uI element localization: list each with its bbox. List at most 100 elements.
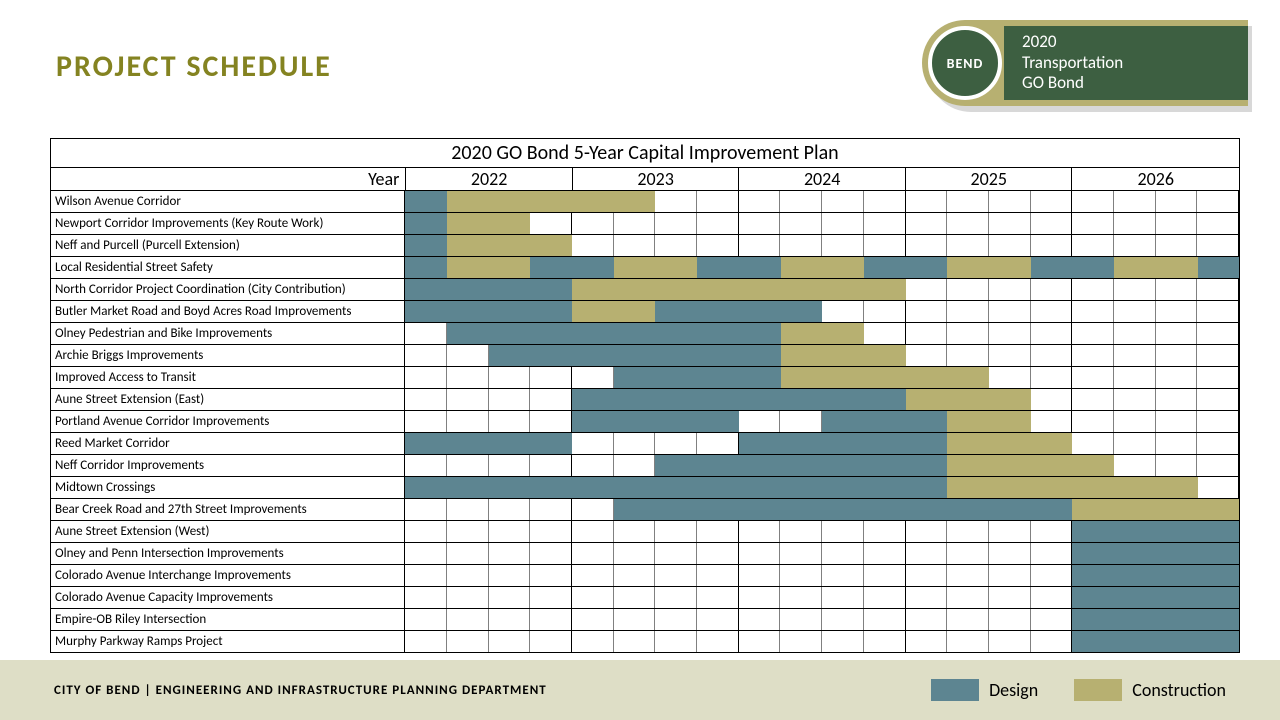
row-timeline	[405, 411, 1239, 432]
design-bar	[697, 257, 739, 278]
design-bar	[655, 301, 822, 322]
legend-swatch-construction	[1074, 679, 1122, 701]
design-bar	[739, 477, 948, 498]
row-label: Neff Corridor Improvements	[51, 455, 405, 476]
design-bar	[1198, 257, 1240, 278]
design-bar	[739, 455, 948, 476]
footer-text: CITY OF BEND | ENGINEERING AND INFRASTRU…	[54, 683, 547, 698]
badge-line2: Transportation	[1022, 53, 1248, 73]
design-bar	[614, 499, 1073, 520]
design-bar	[405, 191, 447, 212]
gantt-row: Portland Avenue Corridor Improvements	[51, 411, 1239, 433]
design-bar	[572, 477, 739, 498]
row-timeline	[405, 191, 1239, 212]
design-bar	[614, 367, 781, 388]
row-timeline	[405, 279, 1239, 300]
gantt-row: Colorado Avenue Capacity Improvements	[51, 587, 1239, 609]
row-label: Archie Briggs Improvements	[51, 345, 405, 366]
construction-bar	[906, 367, 989, 388]
gantt-row: North Corridor Project Coordination (Cit…	[51, 279, 1239, 301]
construction-bar	[1072, 477, 1197, 498]
legend: Design Construction	[931, 679, 1226, 701]
year-col: 2024	[739, 168, 906, 190]
row-timeline	[405, 543, 1239, 564]
construction-bar	[447, 235, 572, 256]
row-label: Olney and Penn Intersection Improvements	[51, 543, 405, 564]
design-bar	[405, 257, 447, 278]
construction-bar	[947, 433, 1072, 454]
design-bar	[572, 257, 614, 278]
gantt-row: Newport Corridor Improvements (Key Route…	[51, 213, 1239, 235]
gantt-row: Local Residential Street Safety	[51, 257, 1239, 279]
design-bar	[906, 257, 948, 278]
gantt-row: Reed Market Corridor	[51, 433, 1239, 455]
construction-bar	[947, 477, 1072, 498]
row-timeline	[405, 565, 1239, 586]
row-label: Aune Street Extension (West)	[51, 521, 405, 542]
footer: CITY OF BEND | ENGINEERING AND INFRASTRU…	[0, 660, 1280, 720]
design-bar	[405, 279, 572, 300]
row-label: Murphy Parkway Ramps Project	[51, 631, 405, 652]
design-bar	[1072, 565, 1239, 586]
design-bar	[655, 455, 738, 476]
row-label: Butler Market Road and Boyd Acres Road I…	[51, 301, 405, 322]
construction-bar	[1114, 257, 1197, 278]
design-bar	[405, 213, 447, 234]
row-label: Local Residential Street Safety	[51, 257, 405, 278]
gantt-row: Midtown Crossings	[51, 477, 1239, 499]
row-label: Reed Market Corridor	[51, 433, 405, 454]
construction-bar	[781, 323, 864, 344]
construction-bar	[572, 279, 739, 300]
year-col: 2026	[1072, 168, 1239, 190]
design-bar	[405, 433, 572, 454]
row-label: Olney Pedestrian and Bike Improvements	[51, 323, 405, 344]
row-label: Aune Street Extension (East)	[51, 389, 405, 410]
design-bar	[739, 433, 948, 454]
design-bar	[405, 235, 447, 256]
design-bar	[447, 323, 781, 344]
construction-bar	[447, 191, 656, 212]
badge-line1: 2020	[1022, 32, 1248, 52]
row-timeline	[405, 499, 1239, 520]
gantt-row: Empire-OB Riley Intersection	[51, 609, 1239, 631]
design-bar	[530, 257, 572, 278]
gantt-row: Olney and Penn Intersection Improvements	[51, 543, 1239, 565]
bend-logo-icon: BEND	[928, 26, 1002, 100]
legend-swatch-design	[931, 679, 979, 701]
logo-badge: 2020 Transportation GO Bond BEND	[922, 20, 1252, 110]
construction-bar	[781, 345, 906, 366]
design-bar	[572, 411, 739, 432]
construction-bar	[572, 301, 655, 322]
gantt-row: Neff Corridor Improvements	[51, 455, 1239, 477]
legend-label: Construction	[1132, 679, 1226, 701]
row-label: Wilson Avenue Corridor	[51, 191, 405, 212]
year-col: 2022	[406, 168, 573, 190]
design-bar	[739, 257, 781, 278]
design-bar	[1072, 609, 1239, 630]
design-bar	[1072, 521, 1239, 542]
row-timeline	[405, 345, 1239, 366]
row-timeline	[405, 587, 1239, 608]
row-timeline	[405, 213, 1239, 234]
legend-item-design: Design	[931, 679, 1038, 701]
construction-bar	[447, 213, 530, 234]
chart-title: 2020 GO Bond 5-Year Capital Improvement …	[50, 138, 1240, 167]
gantt-row: Aune Street Extension (West)	[51, 521, 1239, 543]
row-timeline	[405, 631, 1239, 652]
gantt-row: Butler Market Road and Boyd Acres Road I…	[51, 301, 1239, 323]
design-bar	[1072, 587, 1239, 608]
gantt-row: Archie Briggs Improvements	[51, 345, 1239, 367]
legend-label: Design	[989, 679, 1038, 701]
row-timeline	[405, 477, 1239, 498]
construction-bar	[947, 411, 1030, 432]
gantt-row: Olney Pedestrian and Bike Improvements	[51, 323, 1239, 345]
row-timeline	[405, 257, 1239, 278]
legend-item-construction: Construction	[1074, 679, 1226, 701]
gantt-row: Murphy Parkway Ramps Project	[51, 631, 1239, 653]
row-timeline	[405, 301, 1239, 322]
design-bar	[1072, 631, 1239, 652]
design-bar	[1072, 543, 1239, 564]
gantt-row: Colorado Avenue Interchange Improvements	[51, 565, 1239, 587]
construction-bar	[781, 367, 906, 388]
design-bar	[572, 389, 906, 410]
